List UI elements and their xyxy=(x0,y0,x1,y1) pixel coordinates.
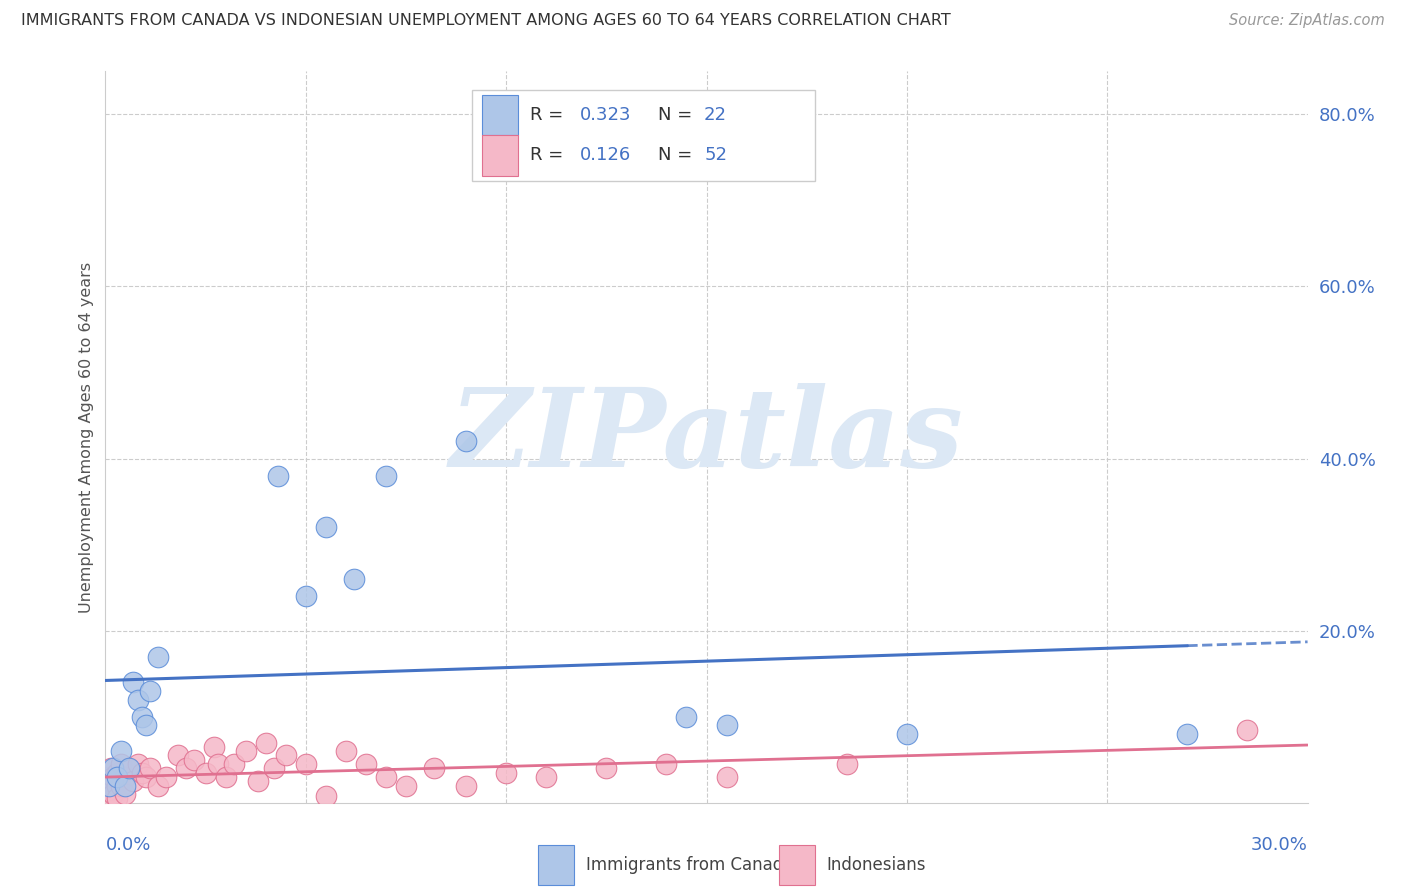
Point xyxy=(295,757,318,772)
Point xyxy=(146,779,169,793)
Point xyxy=(534,770,557,784)
Point xyxy=(146,649,169,664)
Bar xyxy=(779,846,814,886)
Point xyxy=(122,774,145,789)
Text: 0.0%: 0.0% xyxy=(105,836,150,854)
Y-axis label: Unemployment Among Ages 60 to 64 years: Unemployment Among Ages 60 to 64 years xyxy=(79,261,94,613)
Point xyxy=(214,770,236,784)
Point xyxy=(107,791,129,805)
Point xyxy=(110,757,132,772)
Point xyxy=(166,748,188,763)
Point xyxy=(835,757,858,772)
Point xyxy=(207,757,229,772)
Point xyxy=(495,765,517,780)
Point xyxy=(107,765,129,780)
Point xyxy=(374,770,398,784)
Point xyxy=(114,787,136,801)
Point xyxy=(174,761,197,775)
Text: IMMIGRANTS FROM CANADA VS INDONESIAN UNEMPLOYMENT AMONG AGES 60 TO 64 YEARS CORR: IMMIGRANTS FROM CANADA VS INDONESIAN UNE… xyxy=(21,13,950,29)
Point xyxy=(114,770,136,784)
Point xyxy=(423,761,446,775)
Point xyxy=(110,779,132,793)
Point xyxy=(235,744,257,758)
Point xyxy=(138,684,160,698)
Point xyxy=(100,761,122,775)
Point xyxy=(274,748,297,763)
Point xyxy=(107,770,129,784)
Point xyxy=(131,710,153,724)
Text: ZIPatlas: ZIPatlas xyxy=(450,384,963,491)
Point xyxy=(374,468,398,483)
Point xyxy=(96,779,118,793)
Point xyxy=(222,757,245,772)
Point xyxy=(655,757,678,772)
Point xyxy=(118,761,141,775)
Point xyxy=(98,791,121,805)
Text: Source: ZipAtlas.com: Source: ZipAtlas.com xyxy=(1229,13,1385,29)
Point xyxy=(315,520,337,534)
Point xyxy=(194,765,217,780)
Point xyxy=(716,770,738,784)
Point xyxy=(315,789,337,803)
Text: R =: R = xyxy=(530,146,569,164)
Point xyxy=(110,744,132,758)
Point xyxy=(96,770,118,784)
Point xyxy=(103,787,125,801)
Bar xyxy=(482,95,517,136)
Point xyxy=(135,718,157,732)
Point xyxy=(295,589,318,603)
Text: 52: 52 xyxy=(704,146,727,164)
Point xyxy=(98,779,121,793)
Text: N =: N = xyxy=(658,146,699,164)
Point xyxy=(263,761,285,775)
Point xyxy=(675,710,697,724)
Bar xyxy=(538,846,574,886)
Point xyxy=(267,468,290,483)
Point xyxy=(107,779,129,793)
Point xyxy=(595,761,617,775)
Text: 22: 22 xyxy=(704,106,727,124)
Point xyxy=(716,718,738,732)
Point xyxy=(1177,727,1199,741)
Point xyxy=(103,770,125,784)
Text: 0.126: 0.126 xyxy=(581,146,631,164)
Point xyxy=(454,434,477,449)
Point xyxy=(98,774,121,789)
Point xyxy=(155,770,177,784)
Text: 0.323: 0.323 xyxy=(581,106,631,124)
FancyBboxPatch shape xyxy=(472,90,814,181)
Text: 30.0%: 30.0% xyxy=(1251,836,1308,854)
Bar xyxy=(482,136,517,176)
Point xyxy=(131,765,153,780)
Point xyxy=(454,779,477,793)
Point xyxy=(114,779,136,793)
Point xyxy=(127,692,149,706)
Text: Indonesians: Indonesians xyxy=(827,856,927,874)
Point xyxy=(202,739,225,754)
Point xyxy=(246,774,269,789)
Text: N =: N = xyxy=(658,106,699,124)
Point xyxy=(395,779,418,793)
Point xyxy=(122,675,145,690)
Point xyxy=(138,761,160,775)
Point xyxy=(343,572,366,586)
Point xyxy=(183,753,205,767)
Point xyxy=(103,774,125,789)
Point xyxy=(135,770,157,784)
Point xyxy=(118,761,141,775)
Text: Immigrants from Canada: Immigrants from Canada xyxy=(586,856,793,874)
Point xyxy=(103,761,125,775)
Point xyxy=(98,783,121,797)
Point xyxy=(354,757,377,772)
Point xyxy=(127,757,149,772)
Point xyxy=(254,735,277,749)
Point xyxy=(335,744,357,758)
Point xyxy=(896,727,918,741)
Point xyxy=(1236,723,1258,737)
Text: R =: R = xyxy=(530,106,569,124)
